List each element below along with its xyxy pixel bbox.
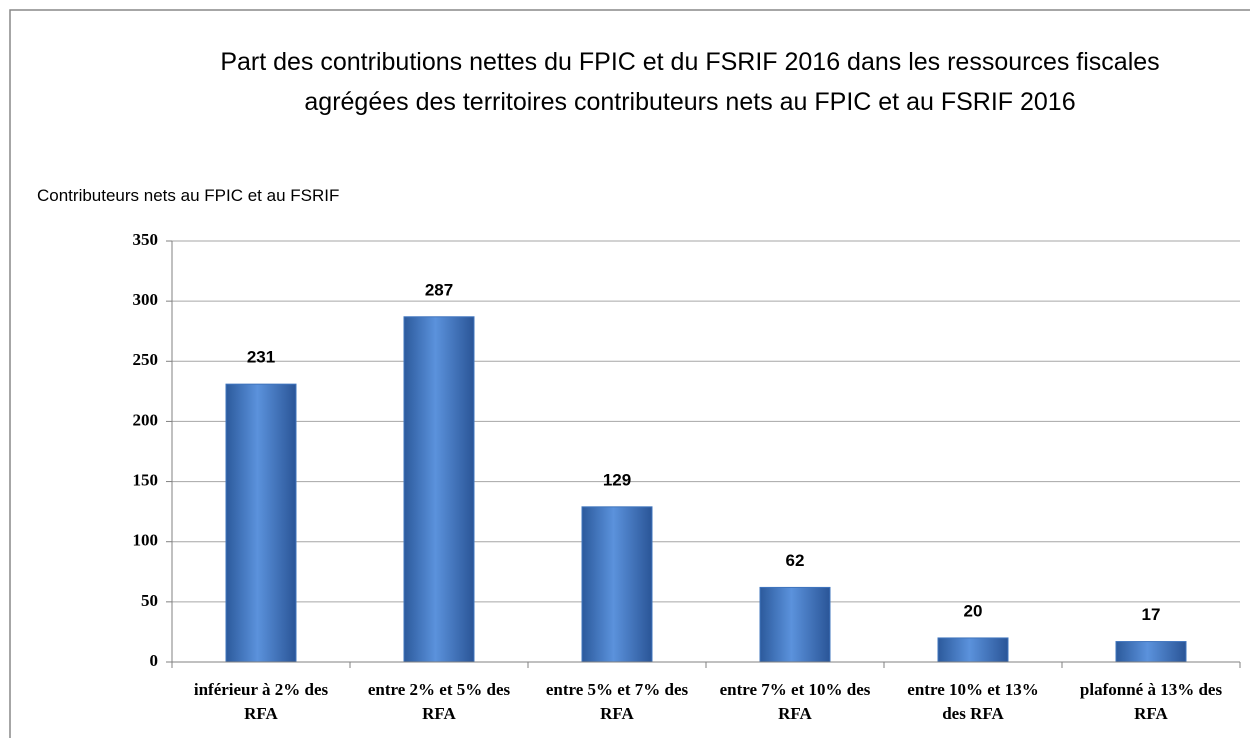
y-tick-label: 350 xyxy=(133,230,159,249)
data-label: 129 xyxy=(603,470,631,489)
bar xyxy=(1115,641,1187,663)
chart-frame xyxy=(9,9,1250,738)
y-tick-label: 300 xyxy=(133,290,159,309)
data-label: 231 xyxy=(247,348,275,367)
x-tick-label: plafonné à 13% des RFA xyxy=(1079,680,1223,723)
y-axis-label: Contributeurs nets au FPIC et au FSRIF xyxy=(37,186,340,205)
bar xyxy=(937,637,1009,663)
x-tick-label: entre 10% et 13% des RFA xyxy=(907,680,1039,723)
data-label: 287 xyxy=(425,280,453,299)
x-tick-label: entre 7% et 10% des RFA xyxy=(719,680,871,723)
x-tick-label: inférieur à 2% des RFA xyxy=(193,680,329,723)
bar xyxy=(581,506,653,663)
chart-title: Part des contributions nettes du FPIC et… xyxy=(220,48,1160,116)
y-tick-label: 0 xyxy=(150,651,159,670)
data-label: 62 xyxy=(786,551,805,570)
bar xyxy=(225,383,297,663)
y-tick-label: 50 xyxy=(141,591,158,610)
x-tick-label: entre 5% et 7% des RFA xyxy=(545,680,689,723)
y-tick-label: 150 xyxy=(133,470,159,489)
y-tick-label: 200 xyxy=(133,410,159,429)
x-tick-label: entre 2% et 5% des RFA xyxy=(367,680,511,723)
bar xyxy=(759,586,831,663)
y-tick-label: 100 xyxy=(133,531,159,550)
bar xyxy=(403,316,475,663)
data-label: 20 xyxy=(964,601,983,620)
data-label: 17 xyxy=(1142,605,1161,624)
y-tick-label: 250 xyxy=(133,350,159,369)
